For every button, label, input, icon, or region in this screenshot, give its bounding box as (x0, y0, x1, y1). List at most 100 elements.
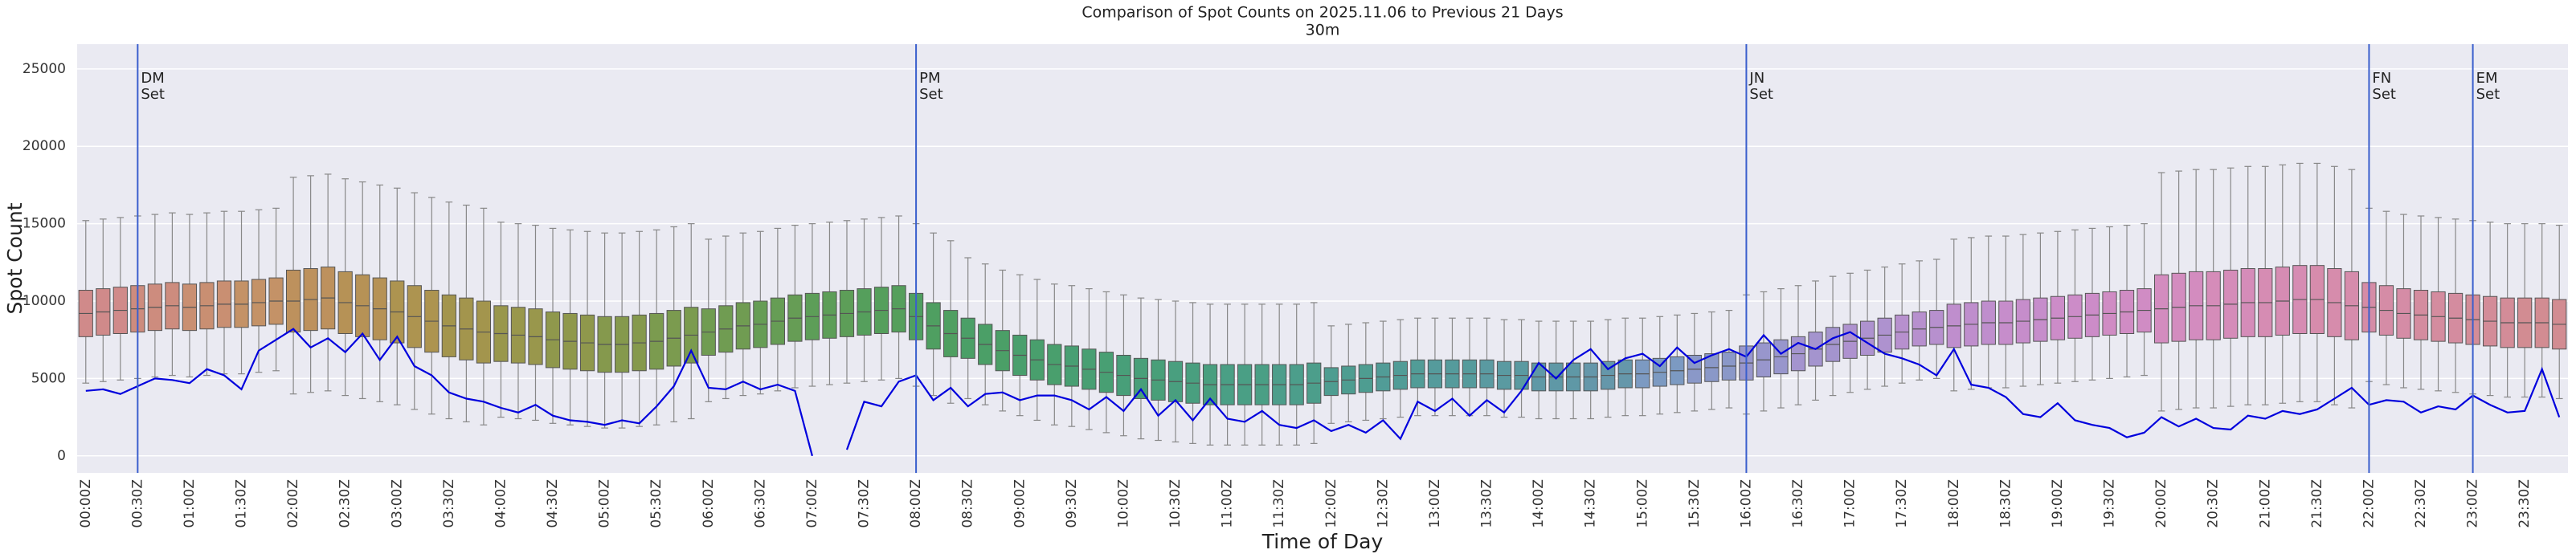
box-group (1929, 259, 1944, 380)
box-group (1012, 274, 1028, 417)
box-group (2015, 234, 2030, 387)
box-group (2033, 232, 2048, 385)
box-group (1583, 320, 1598, 420)
box-group (753, 230, 768, 395)
box-group (2378, 210, 2394, 385)
box-group (1704, 311, 1719, 410)
x-tick-label: 11:30Z (1271, 479, 1287, 528)
box-group (649, 229, 664, 426)
x-tick-label: 18:30Z (1997, 479, 2014, 528)
event-label: EM (2476, 70, 2498, 87)
box-group (2552, 224, 2567, 400)
box-group (1548, 320, 1564, 420)
box-group (303, 175, 318, 393)
x-tick-label: 21:00Z (2257, 479, 2273, 528)
box-group (2447, 218, 2464, 393)
box-group (2189, 169, 2204, 409)
x-tick-label: 22:30Z (2413, 479, 2429, 528)
x-tick-label: 03:30Z (441, 479, 457, 528)
box-group (873, 217, 889, 381)
event-label: PM (919, 70, 940, 87)
x-tick-label: 07:00Z (804, 479, 820, 528)
x-tick-label: 07:30Z (857, 479, 873, 528)
box-group (268, 207, 284, 372)
box-group (337, 178, 353, 397)
box-group (1082, 287, 1097, 430)
x-tick-label: 14:30Z (1583, 479, 1599, 528)
box-group (597, 232, 612, 429)
plot-background (77, 44, 2568, 473)
box-group (1825, 275, 1841, 397)
box-group (1998, 235, 2014, 389)
box-group (234, 210, 249, 375)
box-group (1912, 260, 1927, 381)
box-group (2102, 226, 2117, 380)
box-group (78, 220, 93, 384)
box-group (199, 212, 215, 377)
box-group (1133, 297, 1149, 440)
box-group (112, 217, 128, 381)
box-group (1462, 317, 1478, 417)
box-group (1721, 309, 1737, 409)
x-tick-label: 05:30Z (648, 479, 664, 528)
box-group (2344, 169, 2360, 409)
box-group (1445, 317, 1460, 417)
x-tick-label: 13:30Z (1479, 479, 1495, 528)
box-group (1167, 300, 1184, 443)
box-group (251, 209, 267, 373)
x-tick-label: 23:30Z (2517, 479, 2533, 528)
box-group (459, 204, 474, 422)
box-group (1306, 302, 1322, 444)
box-group (1185, 302, 1200, 444)
x-tick-label: 16:00Z (1738, 479, 1754, 528)
event-label: Set (2372, 86, 2396, 103)
box-group (1029, 279, 1045, 422)
box-group (441, 202, 456, 420)
box-group (355, 181, 370, 400)
x-tick-label: 11:00Z (1220, 479, 1236, 528)
y-tick-label: 20000 (22, 138, 66, 154)
box-group (182, 214, 198, 378)
x-tick-label: 09:30Z (1064, 479, 1080, 528)
event-label: FN (2372, 70, 2391, 87)
y-tick-label: 0 (57, 448, 66, 464)
box-group (2431, 217, 2446, 392)
box-group (1877, 267, 1892, 387)
box-group (1289, 303, 1304, 446)
box-group (787, 224, 803, 389)
x-tick-label: 04:00Z (493, 479, 509, 528)
box-group (96, 218, 111, 382)
box-group (839, 220, 855, 384)
box-group (2171, 170, 2186, 410)
box-group (804, 223, 820, 387)
x-tick-label: 10:00Z (1115, 479, 1131, 528)
box-group (1946, 238, 1961, 392)
event-label: DM (141, 70, 164, 87)
box-group (1617, 317, 1633, 417)
box-group (1964, 237, 1979, 390)
y-tick-label: 5000 (31, 370, 66, 386)
box-group (1410, 317, 1425, 417)
box-group (2223, 167, 2239, 407)
box-group (995, 269, 1010, 412)
box-group (2153, 172, 2169, 412)
box-group (735, 232, 750, 397)
x-tick-label: 01:00Z (182, 479, 198, 528)
box-group (943, 240, 959, 404)
x-tick-label: 17:00Z (1842, 479, 1858, 528)
box-group (1670, 314, 1685, 413)
box-group (891, 215, 906, 380)
box-group (857, 218, 872, 382)
box-group (2206, 169, 2221, 409)
box-group (2413, 215, 2429, 390)
box-group (424, 197, 440, 415)
x-tick-label: 06:30Z (752, 479, 768, 528)
box-group (822, 222, 837, 385)
box-group (1237, 303, 1253, 446)
box-group (1064, 285, 1079, 427)
box-group (1358, 322, 1373, 422)
box-group (2309, 162, 2325, 402)
box-group (1652, 316, 1667, 415)
